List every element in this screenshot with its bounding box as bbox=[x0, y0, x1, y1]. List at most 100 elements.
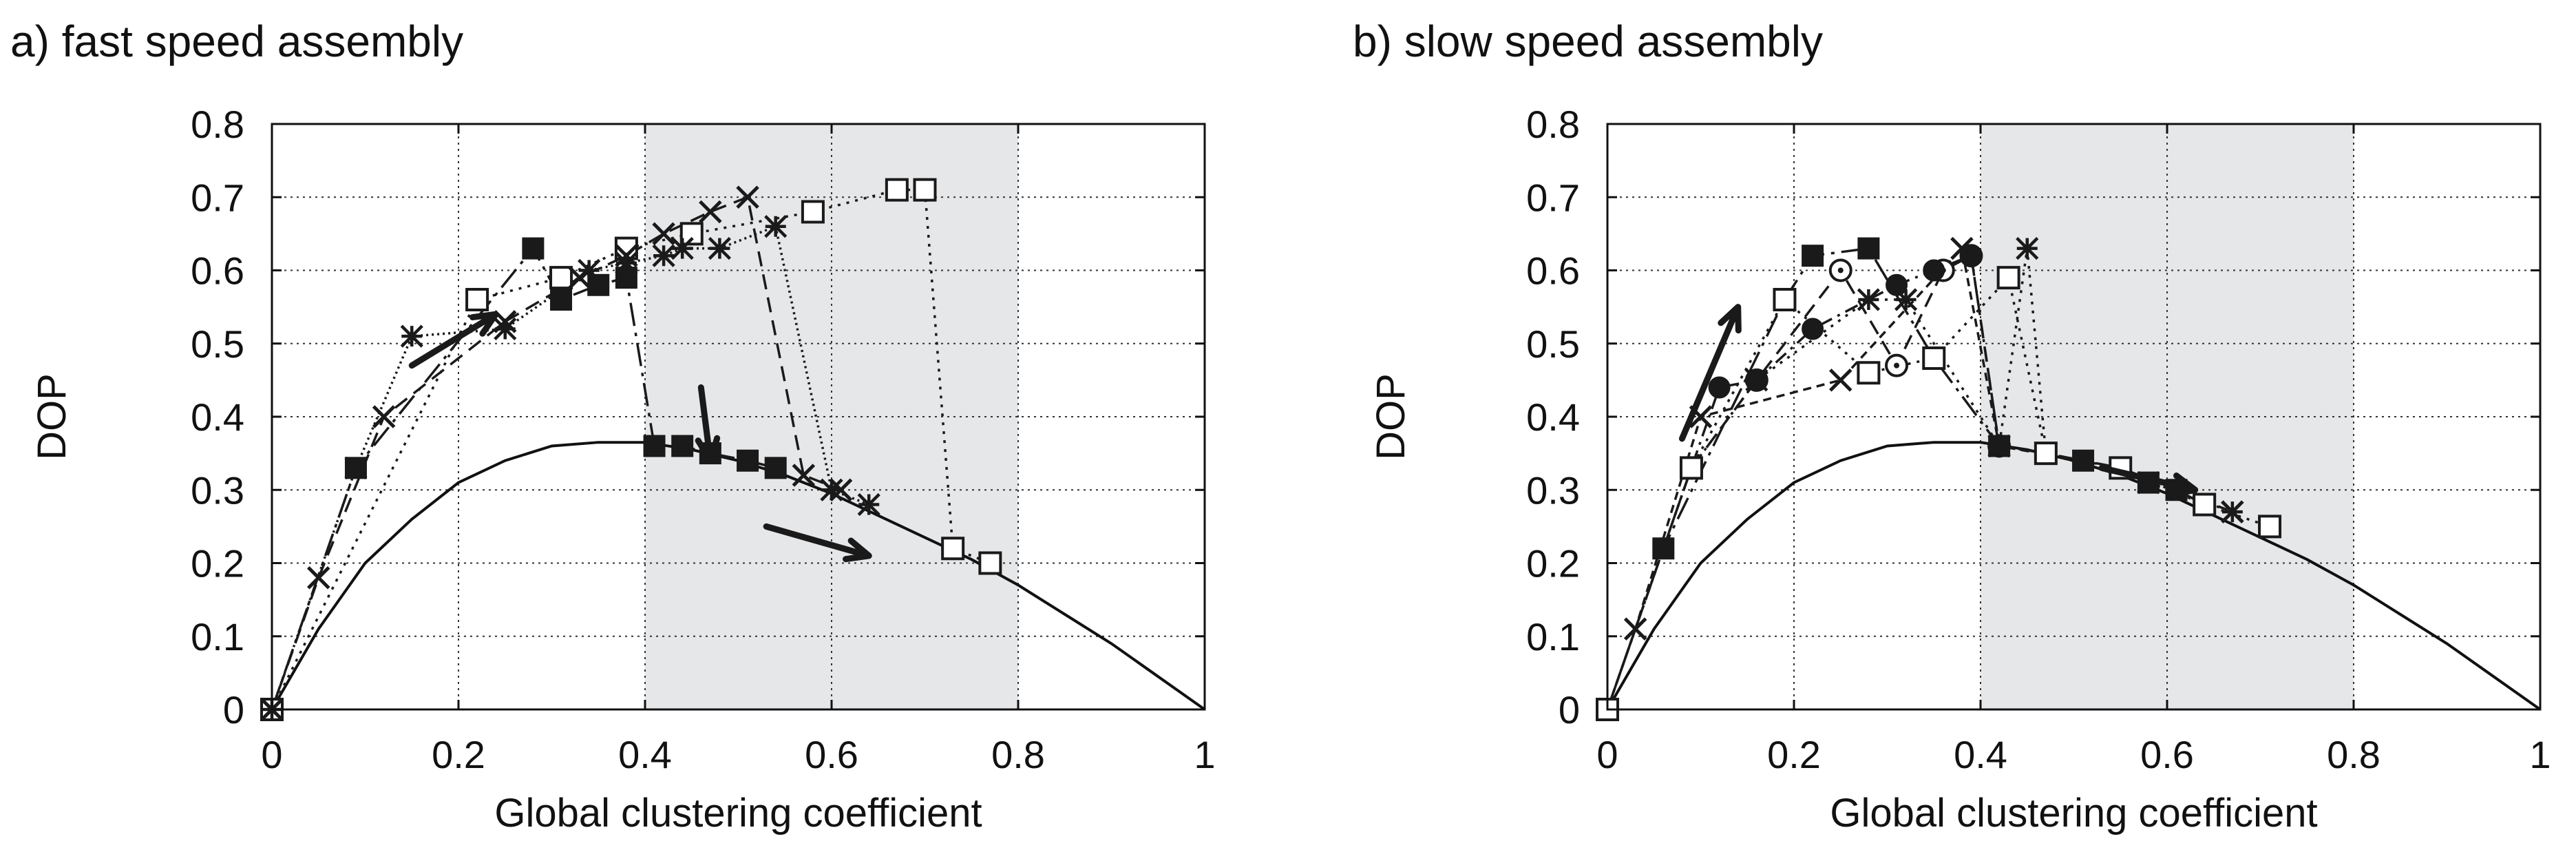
panel-b-series-5-point-7 bbox=[2016, 237, 2039, 260]
panel-b-series-2-point-5-dot bbox=[1894, 362, 1900, 369]
panel-a-x-tick-label-5: 1 bbox=[1194, 733, 1215, 776]
panel-b-series-1-point-4 bbox=[1802, 245, 1824, 267]
panel-b-y-tick-label-7: 0.7 bbox=[1526, 176, 1580, 219]
panel-b: b) slow speed assembly 0 0.2 0.4 0.6 0.8 1 0 0.1… bbox=[1353, 17, 2551, 836]
panel-a-series-1-point-4 bbox=[550, 289, 573, 311]
panel-a-series-2-point-9 bbox=[941, 537, 965, 561]
panel-a-series-1-point-8 bbox=[671, 435, 694, 457]
panel-a-series-4-point-10 bbox=[764, 215, 788, 238]
panel-a-series-2-line bbox=[271, 188, 991, 710]
panel-a-series-1-point-3 bbox=[522, 237, 545, 260]
panel-b-series-1-point-9 bbox=[2072, 449, 2095, 472]
panel-b-series-2-point-4-dot bbox=[1837, 267, 1844, 273]
panel-b-series-6-point-9 bbox=[2193, 492, 2217, 517]
panel-a-x-tick-label-2: 0.4 bbox=[618, 733, 672, 776]
panel-a-y-tick-label-8: 0.8 bbox=[191, 103, 244, 146]
panel-b-y-tick-label-4: 0.4 bbox=[1526, 395, 1580, 439]
panel-a-series-4-point-3 bbox=[400, 324, 423, 348]
panel-a-series-4-point-2 bbox=[344, 456, 368, 479]
panel-a-series-4-point-8 bbox=[671, 237, 694, 260]
panel-a-series-3-point-10 bbox=[792, 464, 816, 487]
panel-a-arrow-3 bbox=[763, 523, 872, 563]
panel-b-y-tick-label-3: 0.3 bbox=[1526, 468, 1580, 512]
panel-a-series-2-point-7 bbox=[885, 178, 909, 202]
panel-b-series-6 bbox=[1606, 275, 2270, 710]
panel-a: a) fast speed assembly 0 0.2 0.4 0.6 0.8 1 0 0.1… bbox=[10, 17, 1216, 836]
panel-b-series-6-line bbox=[1606, 275, 2270, 710]
panel-a-x-tick-label-4: 0.8 bbox=[991, 733, 1045, 776]
panel-a-arrow-1 bbox=[408, 311, 499, 369]
panel-b-series-1-point-2 bbox=[1652, 537, 1675, 560]
panel-b-y-tick-label-1: 0.1 bbox=[1526, 615, 1580, 658]
panel-b-y-tick-label-6: 0.6 bbox=[1526, 249, 1580, 293]
panel-a-series-4-point-5 bbox=[578, 258, 601, 282]
panel-b-series-6-point-3 bbox=[1773, 288, 1797, 311]
panel-b-series-5 bbox=[1606, 248, 2233, 710]
panel-b-series-4 bbox=[1606, 245, 2233, 710]
panel-a-x-tick-label-0: 0 bbox=[261, 733, 282, 776]
panel-b-series-5-point-10 bbox=[2221, 500, 2244, 523]
panel-b-arrow-3 bbox=[2098, 464, 2199, 498]
panel-a-y-tick-label-4: 0.4 bbox=[191, 395, 244, 439]
panel-a-series-4-point-6 bbox=[615, 251, 638, 275]
panel-b-series-6-point-5 bbox=[1922, 346, 1946, 370]
panel-b-series-6-markers bbox=[1596, 266, 2282, 721]
panel-a-y-tick-label-1: 0.1 bbox=[191, 615, 244, 658]
panel-b-y-tick-label-8: 0.8 bbox=[1526, 103, 1580, 146]
panel-a-series-1-point-5 bbox=[587, 273, 610, 296]
panel-a-series-4-point-7 bbox=[652, 244, 675, 267]
panel-a-y-tick-label-5: 0.5 bbox=[191, 322, 244, 366]
panel-a-x-tick-label-3: 0.6 bbox=[805, 733, 858, 776]
panel-b-series-3-point-5 bbox=[1802, 318, 1824, 340]
panel-a-x-axis-label: Global clustering coefficient bbox=[494, 791, 982, 836]
panel-a-series-4-point-11 bbox=[820, 478, 843, 501]
panel-b-series-3-point-7 bbox=[1923, 259, 1945, 282]
panel-b-x-tick-label-4: 0.8 bbox=[2327, 733, 2380, 776]
panel-b-series-5-point-9 bbox=[2137, 471, 2160, 495]
panel-b-series-3-point-6 bbox=[1886, 273, 1908, 296]
panel-b-x-tick-label-2: 0.4 bbox=[1954, 733, 2007, 776]
panel-a-y-tick-label-3: 0.3 bbox=[191, 468, 244, 512]
panel-b-series-6-point-2 bbox=[1679, 456, 1703, 480]
panel-a-series-1-point-10 bbox=[737, 449, 759, 472]
panel-a-series-2-point-2 bbox=[465, 288, 489, 311]
panel-b-series-5-point-3 bbox=[1745, 369, 1769, 392]
panel-b-x-ticks: 0 0.2 0.4 0.6 0.8 1 bbox=[1596, 124, 2551, 776]
panel-b-series-6-point-6 bbox=[1996, 266, 2020, 290]
panel-a-y-axis-label: DOP bbox=[30, 373, 74, 460]
panel-a-series-3-point-8 bbox=[699, 200, 722, 224]
panel-a-y-ticks: 0 0.1 0.2 0.3 0.4 0.5 0.6 0.7 0.8 bbox=[191, 103, 1205, 732]
panel-a-title: a) fast speed assembly bbox=[10, 17, 463, 66]
panel-a-y-tick-label-6: 0.6 bbox=[191, 249, 244, 293]
panel-b-x-tick-label-1: 0.2 bbox=[1767, 733, 1821, 776]
panel-b-arrow-1 bbox=[1678, 304, 1742, 442]
panel-b-series-5-point-6 bbox=[1987, 434, 2011, 458]
panel-b-y-ticks: 0 0.1 0.2 0.3 0.4 0.5 0.6 0.7 0.8 bbox=[1526, 103, 2540, 732]
panel-a-series-2-point-8 bbox=[913, 178, 937, 202]
panel-b-series-4-point-5 bbox=[1950, 236, 1974, 260]
panel-a-series-4-point-4 bbox=[494, 317, 517, 341]
panel-b-x-axis-label: Global clustering coefficient bbox=[1830, 791, 2317, 836]
panel-b-series-2-point-5 bbox=[1885, 353, 1909, 377]
panel-b-grid bbox=[1607, 124, 2540, 709]
panel-a-series-1-point-7 bbox=[643, 435, 666, 457]
panel-b-y-tick-label-0: 0 bbox=[1559, 688, 1580, 732]
panel-a-y-tick-label-7: 0.7 bbox=[191, 176, 244, 219]
panel-a-series-3-point-7 bbox=[652, 222, 675, 246]
panel-a-y-tick-label-2: 0.2 bbox=[191, 542, 244, 585]
panel-a-series-4-point-12 bbox=[857, 492, 880, 517]
panel-a-x-ticks: 0 0.2 0.4 0.6 0.8 1 bbox=[261, 124, 1216, 776]
panel-a-series-2-point-10 bbox=[978, 551, 1002, 575]
panel-b-series-6-point-7 bbox=[2034, 442, 2058, 466]
panel-a-series-4-point-9 bbox=[708, 237, 731, 260]
panel-a-series-2-point-3 bbox=[549, 266, 573, 290]
panel-b-series-4-line bbox=[1606, 245, 2233, 710]
panel-b-x-tick-label-5: 1 bbox=[2529, 733, 2551, 776]
panel-a-series-4 bbox=[271, 225, 869, 710]
panel-b-y-tick-label-2: 0.2 bbox=[1526, 542, 1580, 585]
panel-a-series-1-point-11 bbox=[764, 457, 787, 479]
panel-b-series-6-point-4 bbox=[1857, 361, 1881, 385]
panel-a-series-2 bbox=[271, 188, 991, 710]
panel-b-series-5-line bbox=[1606, 248, 2233, 710]
